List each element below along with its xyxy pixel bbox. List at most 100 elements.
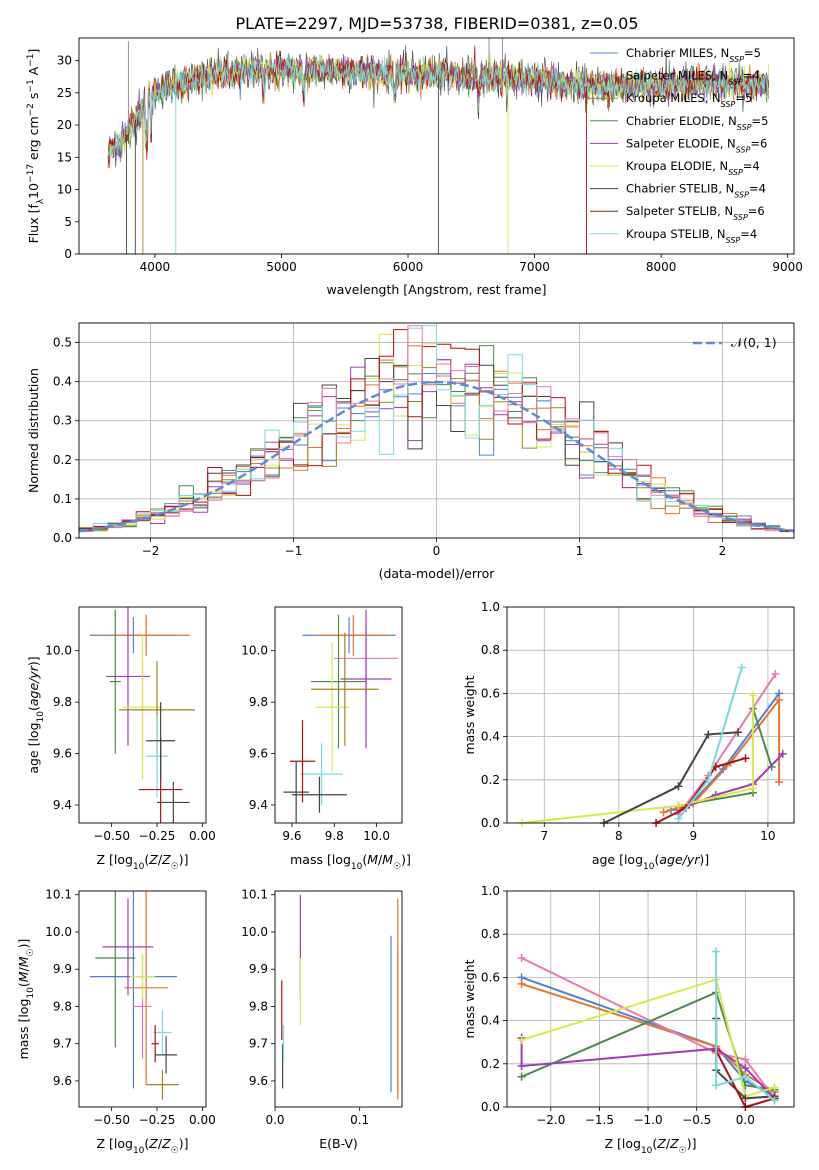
z_vs_weight-ytick-label: 0.2 <box>481 1057 500 1071</box>
residuals-xtick-label: −2 <box>142 544 160 558</box>
ebv_vs_mass-ytick-label: 10.1 <box>241 888 268 902</box>
ebv_vs_mass-xtick-label: 0.0 <box>265 1113 284 1127</box>
residuals-axes: −2 −1 0 1 2 0.0 0.1 0.2 0.3 0.4 0.5 <box>53 323 794 558</box>
axes-frame <box>274 606 403 824</box>
age_vs_weight-series-marker <box>771 669 780 678</box>
z_vs_weight-axes: −2.0 −1.5 −1.0 −0.5 0.0 0.0 0.2 0.4 0.6 0.8 1.0 <box>481 884 794 1127</box>
axes-frame <box>78 606 207 824</box>
spectrum-ytick-label: 30 <box>57 54 72 68</box>
z_vs_weight-series-marker <box>712 947 721 956</box>
spectrum-legend-entry: Salpeter ELODIE, NSSP=6 <box>626 136 767 154</box>
z_vs_mass-xtick-label: −0.25 <box>139 1113 176 1127</box>
z_vs_weight-xtick-label: −1.5 <box>585 1113 614 1127</box>
age_vs_weight-xtick-label: 8 <box>615 829 623 843</box>
residuals-ytick-label: 0.2 <box>53 453 72 467</box>
ebv_vs_mass-ytick-label: 9.9 <box>249 962 268 976</box>
age_vs_weight-series-marker <box>749 691 757 700</box>
z_vs_age-axes: −0.50 −0.25 0.00 9.4 9.6 9.8 10.0 <box>45 644 215 843</box>
age_vs_weight-series-marker <box>659 808 668 817</box>
age_vs_weight-series-marker <box>778 749 787 758</box>
spectrum-xtick-label: 5000 <box>266 260 297 274</box>
residual-histogram <box>79 329 794 533</box>
z_vs_weight-series-marker <box>770 1083 779 1092</box>
ebv_vs_mass-ytick-label: 9.8 <box>249 999 268 1013</box>
age_vs_weight-ytick-label: 1.0 <box>481 600 500 614</box>
axes-frame <box>78 322 795 539</box>
z_vs_weight-ytick-label: 0.0 <box>481 1100 500 1114</box>
spectrum-legend-entry: Chabrier STELIB, NSSP=4 <box>626 182 766 200</box>
mass_vs_age-ytick-label: 9.8 <box>249 695 268 709</box>
z-weight-ylabel: mass weight <box>462 959 477 1038</box>
mass_vs_age-xtick-label: 10.0 <box>363 829 390 843</box>
spectrum-ytick-label: 0 <box>64 247 72 261</box>
spectrum-ytick-label: 25 <box>57 86 72 100</box>
age_vs_weight-series-line <box>655 757 746 823</box>
z_vs_weight-ytick-label: 1.0 <box>481 884 500 898</box>
age_vs_weight-ytick-label: 0.0 <box>481 816 500 830</box>
z_vs_weight-series-marker <box>517 1072 526 1081</box>
z_vs_weight-xtick-label: 0.0 <box>736 1113 755 1127</box>
residuals-xtick-label: 2 <box>719 544 727 558</box>
spectrum-line-kroupa-stelib <box>107 54 770 158</box>
spectrum-legend-entry: Chabrier ELODIE, NSSP=5 <box>626 114 768 132</box>
z_vs_age-xtick-label: −0.25 <box>139 829 176 843</box>
z_vs_mass-ytick-label: 9.8 <box>53 999 72 1013</box>
residuals-xtick-label: 0 <box>433 544 441 558</box>
age_vs_weight-ytick-label: 0.6 <box>481 686 500 700</box>
z_vs_weight-series-marker <box>517 979 526 988</box>
axes-frame <box>78 37 795 255</box>
z_vs_age-ytick-label: 10.0 <box>45 644 72 658</box>
spectrum-xlabel: wavelength [Angstrom, rest frame] <box>326 282 546 297</box>
age_vs_weight-series-marker <box>704 775 713 784</box>
z_vs_weight-series-line <box>521 957 776 1099</box>
spectrum-xtick-label: 7000 <box>519 260 550 274</box>
spectrum-legend-entry: Chabrier MILES, NSSP=5 <box>626 46 761 64</box>
z_vs_weight-xtick-label: −1.0 <box>633 1113 662 1127</box>
spectrum-axes: 4000 5000 6000 7000 8000 9000 0 5 10 15 20 25 30 <box>57 54 803 274</box>
age_vs_weight-series-line <box>603 731 739 823</box>
z_vs_mass-axes: −0.50 −0.25 0.00 9.6 9.7 9.8 9.9 10.0 10.1 <box>45 888 215 1127</box>
ebv_vs_mass-xtick-label: 0.1 <box>350 1113 369 1127</box>
spectrum-legend-entry: Salpeter STELIB, NSSP=6 <box>626 204 765 222</box>
spectrum-ytick-label: 20 <box>57 118 72 132</box>
axes-frame <box>274 890 403 1108</box>
spectrum-legend-entry: Kroupa STELIB, NSSP=4 <box>626 227 757 245</box>
residual-histogram <box>79 325 794 535</box>
z_vs_weight-series-marker <box>741 1094 750 1103</box>
spectrum-legend-entry: Kroupa MILES, NSSP=5 <box>626 91 752 109</box>
figure-title: PLATE=2297, MJD=53738, FIBERID=0381, z=0… <box>235 14 638 33</box>
z_vs_weight-series-marker <box>770 1096 779 1105</box>
ebv-mass-xlabel: E(B-V) <box>319 1136 358 1151</box>
z_vs_weight-series-marker <box>517 1036 526 1045</box>
z_vs_age-ytick-label: 9.8 <box>53 695 72 709</box>
mass_vs_age-ytick-label: 10.0 <box>241 644 268 658</box>
ebv_vs_mass-ytick-label: 9.7 <box>249 1037 268 1051</box>
age_vs_weight-xtick-label: 10 <box>760 829 775 843</box>
z-weight-xlabel: Z [log10(Z/Z☉)] <box>604 1136 696 1156</box>
z-age-ylabel: age [log10(age/yr)] <box>26 656 46 773</box>
z_vs_weight-series-marker <box>741 1064 750 1073</box>
age_vs_weight-series-marker <box>749 784 757 793</box>
spectrum-xtick-label: 9000 <box>772 260 803 274</box>
z_vs_weight-series-marker <box>517 953 526 962</box>
ebv_vs_mass-axes: 0.0 0.1 9.6 9.7 9.8 9.9 10.0 10.1 <box>241 888 369 1127</box>
z_vs_weight-ytick-label: 0.6 <box>481 970 500 984</box>
z_vs_mass-ytick-label: 9.7 <box>53 1037 72 1051</box>
mass_vs_age-xtick-label: 9.6 <box>282 829 301 843</box>
age_vs_weight-xtick-label: 9 <box>690 829 698 843</box>
age_vs_weight-ytick-label: 0.8 <box>481 643 500 657</box>
z_vs_age-xtick-label: 0.00 <box>189 829 216 843</box>
residuals-xtick-label: 1 <box>576 544 584 558</box>
z-mass-ylabel: mass [log10(M/M☉)] <box>16 939 36 1060</box>
normal-curve <box>78 380 795 533</box>
spectrum-xtick-label: 8000 <box>646 260 677 274</box>
mass_vs_age-ytick-label: 9.6 <box>249 747 268 761</box>
z_vs_mass-ytick-label: 9.9 <box>53 962 72 976</box>
z_vs_mass-xtick-label: −0.50 <box>93 1113 130 1127</box>
spectrum-xtick-label: 6000 <box>393 260 424 274</box>
z_vs_weight-series-line <box>715 1050 775 1107</box>
z_vs_weight-xtick-label: −2.0 <box>536 1113 565 1127</box>
z_vs_weight-ytick-label: 0.4 <box>481 1014 500 1028</box>
age_vs_weight-series-marker <box>775 777 784 786</box>
z_vs_weight-series-marker <box>517 1061 526 1070</box>
